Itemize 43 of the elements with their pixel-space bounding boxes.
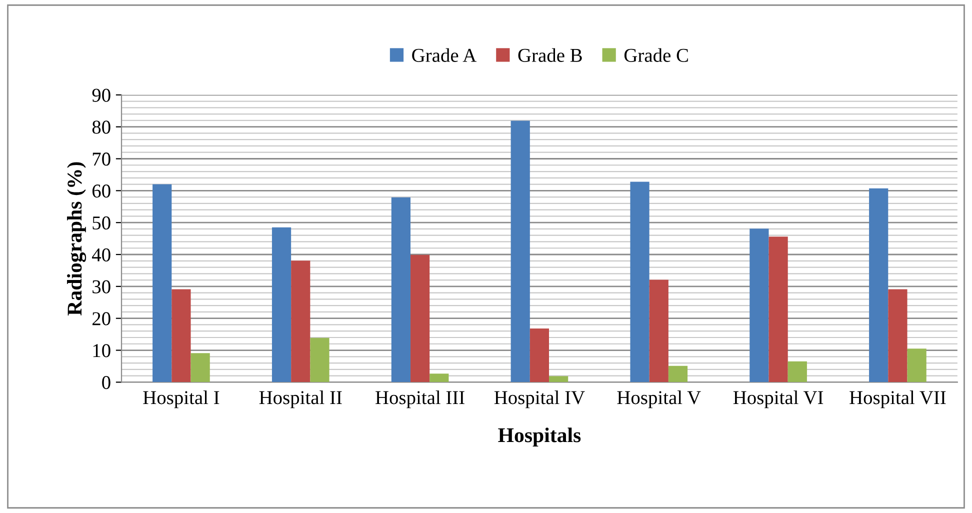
bar (768, 236, 788, 382)
bar (510, 120, 530, 382)
bar (410, 254, 430, 382)
legend-label: Grade B (518, 48, 582, 62)
bar (630, 182, 650, 382)
y-tick-label: 10 (93, 344, 110, 358)
bar (788, 361, 807, 382)
x-tick-label: Hospital I (143, 390, 220, 408)
bar (549, 376, 568, 382)
y-tick-label: 80 (92, 120, 110, 134)
x-axis-title: Hospitals (498, 428, 581, 446)
y-tick-label: 0 (102, 376, 110, 390)
bar (869, 188, 888, 382)
bar (430, 374, 449, 382)
legend-label: Grade A (412, 48, 477, 62)
bar (272, 227, 292, 382)
bar (291, 260, 310, 382)
legend-label: Grade C (624, 48, 688, 62)
bar (750, 228, 769, 382)
bar (391, 197, 410, 382)
x-tick-label: Hospital V (617, 390, 701, 408)
y-tick-label: 20 (92, 312, 110, 326)
y-tick-label: 90 (92, 88, 110, 102)
y-tick-label: 30 (92, 280, 110, 294)
y-tick-label: 70 (92, 152, 110, 166)
bar (888, 289, 908, 382)
bar (668, 366, 688, 382)
y-tick-label: 60 (92, 184, 110, 198)
bar (172, 289, 191, 382)
x-tick-label: Hospital II (259, 390, 342, 408)
x-tick-label: Hospital IV (494, 390, 585, 408)
bar (152, 184, 172, 382)
y-tick-label: 40 (92, 248, 110, 262)
bar (190, 353, 210, 382)
bar (310, 338, 330, 382)
bar (907, 348, 926, 382)
x-tick-label: Hospital III (376, 390, 464, 408)
bar (530, 328, 550, 382)
y-tick-label: 50 (92, 216, 110, 230)
y-axis-title: Radiographs (%) (67, 162, 86, 316)
bar (649, 280, 668, 382)
x-tick-label: Hospital VII (850, 390, 946, 408)
x-tick-label: Hospital VI (733, 390, 824, 408)
